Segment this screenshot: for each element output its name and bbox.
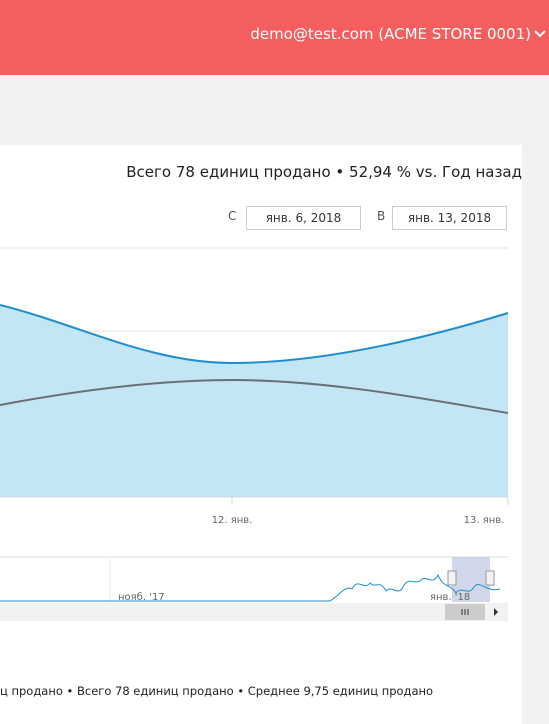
from-label: С [228,209,237,223]
area [0,305,508,497]
to-label: В [377,209,386,223]
comparison-line [0,378,509,414]
chart-title: Всего 78 единиц продано • 52,94 % vs. Го… [126,163,522,181]
series-line [0,304,509,365]
to-input[interactable]: янв. 13, 2018 [392,206,507,230]
header: demo@test.com (ACME STORE 0001) [0,0,549,75]
navigator-handle[interactable] [485,570,495,586]
scroll-arrow[interactable] [494,608,498,616]
from-input[interactable]: янв. 6, 2018 [246,206,361,230]
navigator-series [0,573,501,602]
chart-card: Всего 78 единиц продано • 52,94 % vs. Го… [0,145,522,724]
chevron[interactable] [533,27,547,41]
navigator-handle[interactable] [447,570,457,586]
summary: ц продано • Всего 78 единиц продано • Ср… [0,684,434,698]
navigator-label: янв. '18 [430,592,470,603]
x-tick-label: 12. янв. [212,515,253,526]
navigator-selection[interactable] [452,557,490,602]
scrollbar [0,603,508,621]
chart: 12. янв. 13. янв. нояб. '17 янв. '18 [0,247,509,621]
account-menu[interactable]: demo@test.com (ACME STORE 0001) [250,25,531,43]
x-tick-label: 13. янв. [464,515,505,526]
navigator-label: нояб. '17 [118,592,165,603]
